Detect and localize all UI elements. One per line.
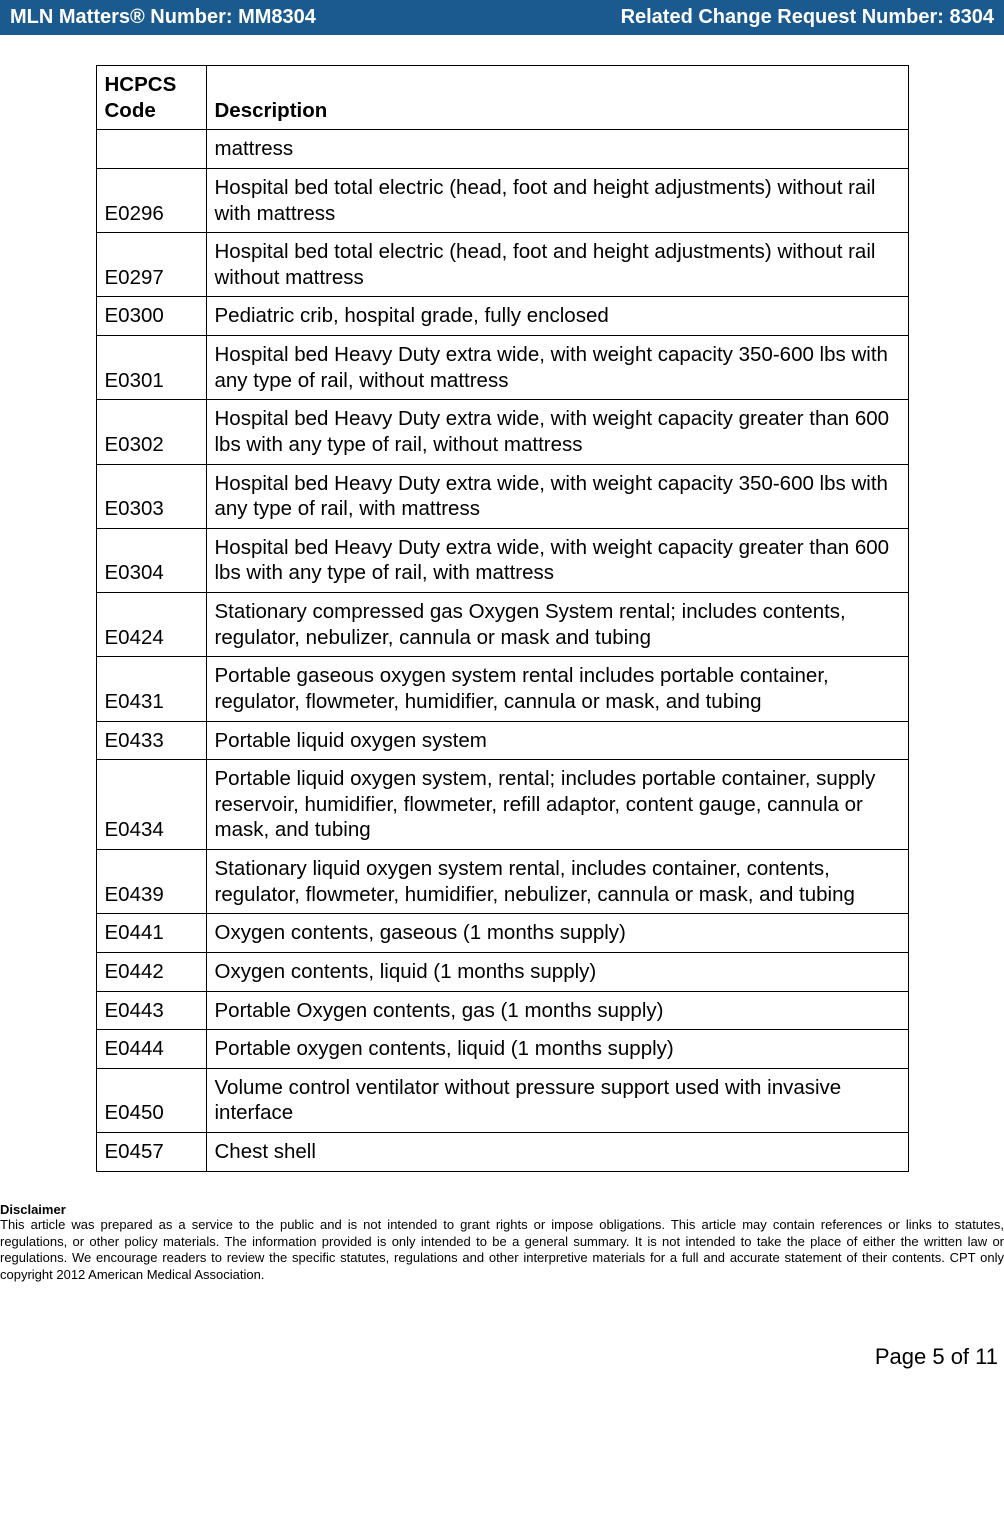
cell-code: E0434	[96, 760, 206, 850]
table-header-row: HCPCS Code Description	[96, 66, 908, 130]
col-header-code: HCPCS Code	[96, 66, 206, 130]
cell-code: E0444	[96, 1030, 206, 1069]
cell-code: E0301	[96, 336, 206, 400]
table-row: E0450Volume control ventilator without p…	[96, 1068, 908, 1132]
cell-code: E0443	[96, 991, 206, 1030]
table-row: E0431Portable gaseous oxygen system rent…	[96, 657, 908, 721]
cell-code: E0304	[96, 528, 206, 592]
cell-description: mattress	[206, 130, 908, 169]
table-row: E0296Hospital bed total electric (head, …	[96, 168, 908, 232]
cell-description: Portable liquid oxygen system	[206, 721, 908, 760]
cell-code: E0297	[96, 233, 206, 297]
cell-description: Hospital bed Heavy Duty extra wide, with…	[206, 400, 908, 464]
cell-description: Stationary compressed gas Oxygen System …	[206, 593, 908, 657]
cell-description: Portable gaseous oxygen system rental in…	[206, 657, 908, 721]
cell-code: E0442	[96, 952, 206, 991]
table-row: E0434Portable liquid oxygen system, rent…	[96, 760, 908, 850]
cell-code: E0431	[96, 657, 206, 721]
cell-description: Chest shell	[206, 1133, 908, 1172]
header-right: Related Change Request Number: 8304	[621, 6, 994, 29]
cell-code: E0439	[96, 850, 206, 914]
cell-code: E0302	[96, 400, 206, 464]
cell-code: E0457	[96, 1133, 206, 1172]
cell-description: Hospital bed Heavy Duty extra wide, with…	[206, 464, 908, 528]
cell-description: Hospital bed total electric (head, foot …	[206, 233, 908, 297]
cell-code	[96, 130, 206, 169]
cell-description: Portable liquid oxygen system, rental; i…	[206, 760, 908, 850]
hcpcs-table: HCPCS Code Description mattressE0296Hosp…	[96, 65, 909, 1172]
cell-description: Portable Oxygen contents, gas (1 months …	[206, 991, 908, 1030]
cell-description: Stationary liquid oxygen system rental, …	[206, 850, 908, 914]
table-row: E0444Portable oxygen contents, liquid (1…	[96, 1030, 908, 1069]
table-row: E0457Chest shell	[96, 1133, 908, 1172]
table-row: E0443Portable Oxygen contents, gas (1 mo…	[96, 991, 908, 1030]
table-row: E0301Hospital bed Heavy Duty extra wide,…	[96, 336, 908, 400]
cell-code: E0450	[96, 1068, 206, 1132]
cell-description: Portable oxygen contents, liquid (1 mont…	[206, 1030, 908, 1069]
table-row: mattress	[96, 130, 908, 169]
table-row: E0303Hospital bed Heavy Duty extra wide,…	[96, 464, 908, 528]
table-row: E0442Oxygen contents, liquid (1 months s…	[96, 952, 908, 991]
table-row: E0300Pediatric crib, hospital grade, ful…	[96, 297, 908, 336]
table-row: E0304Hospital bed Heavy Duty extra wide,…	[96, 528, 908, 592]
table-row: E0433Portable liquid oxygen system	[96, 721, 908, 760]
cell-code: E0300	[96, 297, 206, 336]
cell-description: Volume control ventilator without pressu…	[206, 1068, 908, 1132]
cell-code: E0433	[96, 721, 206, 760]
disclaimer-section: Disclaimer This article was prepared as …	[0, 1172, 1004, 1285]
cell-code: E0424	[96, 593, 206, 657]
header-bar: MLN Matters® Number: MM8304 Related Chan…	[0, 0, 1004, 35]
cell-description: Hospital bed Heavy Duty extra wide, with…	[206, 528, 908, 592]
disclaimer-title: Disclaimer	[0, 1202, 1004, 1217]
cell-code: E0441	[96, 914, 206, 953]
header-left: MLN Matters® Number: MM8304	[10, 6, 316, 29]
cell-description: Hospital bed Heavy Duty extra wide, with…	[206, 336, 908, 400]
cell-description: Oxygen contents, liquid (1 months supply…	[206, 952, 908, 991]
col-header-description: Description	[206, 66, 908, 130]
cell-description: Hospital bed total electric (head, foot …	[206, 168, 908, 232]
table-row: E0441Oxygen contents, gaseous (1 months …	[96, 914, 908, 953]
table-row: E0439Stationary liquid oxygen system ren…	[96, 850, 908, 914]
table-row: E0424Stationary compressed gas Oxygen Sy…	[96, 593, 908, 657]
content-area: HCPCS Code Description mattressE0296Hosp…	[0, 35, 1004, 1380]
cell-description: Pediatric crib, hospital grade, fully en…	[206, 297, 908, 336]
disclaimer-text: This article was prepared as a service t…	[0, 1217, 1004, 1285]
cell-description: Oxygen contents, gaseous (1 months suppl…	[206, 914, 908, 953]
cell-code: E0296	[96, 168, 206, 232]
table-row: E0297Hospital bed total electric (head, …	[96, 233, 908, 297]
page-number: Page 5 of 11	[0, 1284, 1004, 1380]
table-row: E0302Hospital bed Heavy Duty extra wide,…	[96, 400, 908, 464]
cell-code: E0303	[96, 464, 206, 528]
